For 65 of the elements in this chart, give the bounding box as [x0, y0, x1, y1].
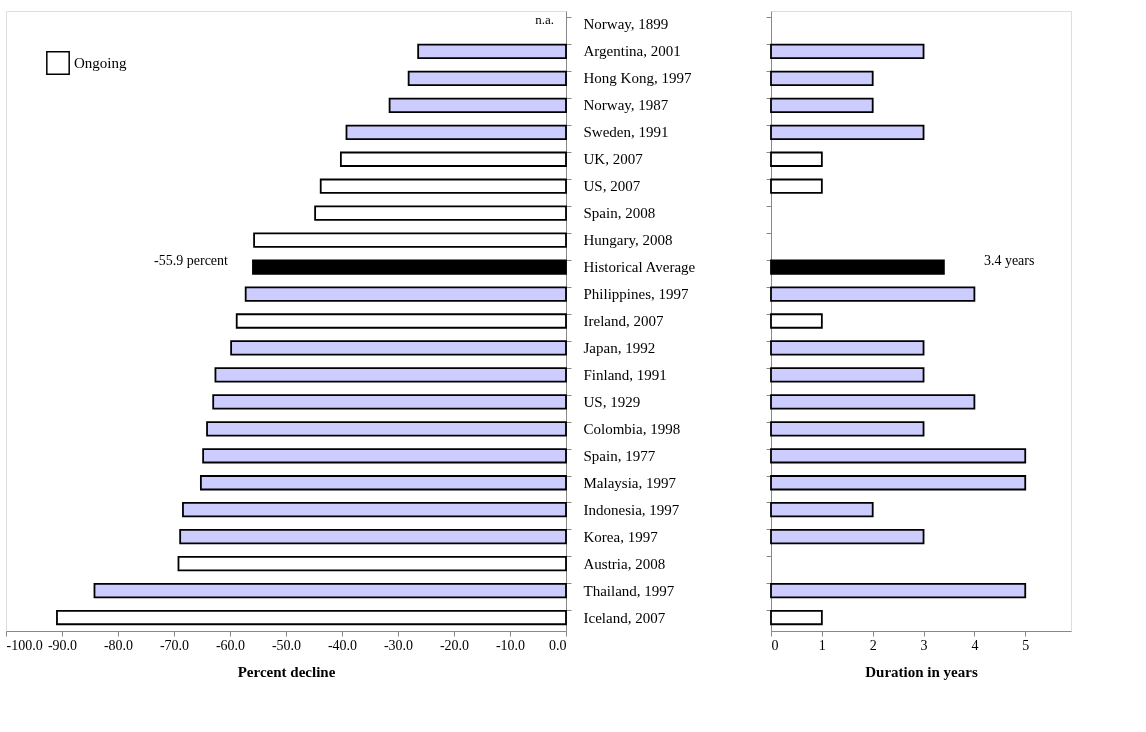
x-axis-title: Duration in years [865, 663, 978, 680]
annotation: n.a. [535, 12, 554, 28]
y-tick-label: Austria, 2008 [583, 555, 666, 572]
bar [770, 286, 976, 302]
bar [770, 367, 925, 383]
bar [770, 502, 874, 518]
x-tick-label: 0 [771, 637, 779, 653]
bar [770, 97, 874, 113]
bar [770, 313, 823, 329]
x-tick-label: -50.0 [271, 637, 302, 653]
x-tick-label: -80.0 [103, 637, 134, 653]
x-tick-label: 0.0 [549, 637, 567, 653]
legend-label: Ongoing [74, 55, 127, 71]
y-tick-label: Spain, 1977 [583, 447, 656, 464]
x-tick-label: -30.0 [383, 637, 414, 653]
bar [770, 529, 925, 545]
x-tick-label: -90.0 [47, 637, 78, 653]
y-tick-label: Hungary, 2008 [583, 232, 673, 249]
y-tick-label: Iceland, 2007 [583, 609, 666, 626]
x-tick-label: -20.0 [439, 637, 470, 653]
y-tick-label: Indonesia, 1997 [583, 501, 680, 518]
y-tick-label: Argentina, 2001 [583, 43, 681, 60]
bar [770, 609, 823, 626]
x-tick-label: 1 [818, 637, 826, 653]
y-tick-label: Hong Kong, 1997 [583, 70, 692, 87]
bar [770, 475, 1027, 491]
bar [770, 582, 1027, 599]
x-tick-label: -60.0 [215, 637, 246, 653]
y-tick-label: Ireland, 2007 [583, 313, 664, 329]
x-tick-label: 3 [920, 637, 928, 653]
bar [770, 151, 823, 167]
annotation: 3.4 years [983, 253, 1035, 269]
y-tick-label: Thailand, 1997 [583, 582, 675, 599]
y-tick-label: Sweden, 1991 [583, 124, 669, 141]
bar [770, 394, 976, 410]
x-axis-title: Percent decline [237, 663, 336, 680]
bar [770, 340, 925, 356]
x-tick-label: -10.0 [495, 637, 526, 653]
x-tick-label: -40.0 [327, 637, 358, 653]
bar [770, 70, 874, 87]
y-tick-label: Japan, 1992 [583, 339, 656, 356]
bar [770, 178, 823, 194]
y-tick-label: Colombia, 1998 [583, 420, 681, 437]
y-tick-label: Korea, 1997 [583, 528, 659, 545]
y-tick-label: US, 2007 [583, 178, 641, 195]
bar [770, 421, 925, 437]
y-tick-label: Philippines, 1997 [583, 286, 690, 303]
bar [770, 124, 925, 140]
x-tick-label: 4 [971, 637, 979, 653]
bar [770, 43, 925, 60]
y-tick-label: US, 1929 [583, 393, 641, 410]
x-tick-label: 2 [869, 637, 877, 653]
x-tick-label: 5 [1022, 637, 1030, 653]
y-tick-label: UK, 2007 [583, 151, 644, 168]
y-tick-label: Finland, 1991 [583, 366, 667, 383]
y-tick-label: Norway, 1987 [583, 97, 669, 114]
y-tick-label: Historical Average [583, 259, 696, 276]
x-tick-label: -70.0 [159, 637, 190, 653]
y-tick-label: Malaysia, 1997 [583, 474, 677, 491]
y-tick-label: Spain, 2008 [583, 205, 656, 222]
bar [770, 448, 1027, 464]
y-tick-label: Norway, 1899 [583, 16, 669, 33]
x-tick-label: -100.0 [6, 637, 43, 653]
bar [770, 259, 945, 275]
annotation: -55.9 percent [154, 253, 229, 269]
